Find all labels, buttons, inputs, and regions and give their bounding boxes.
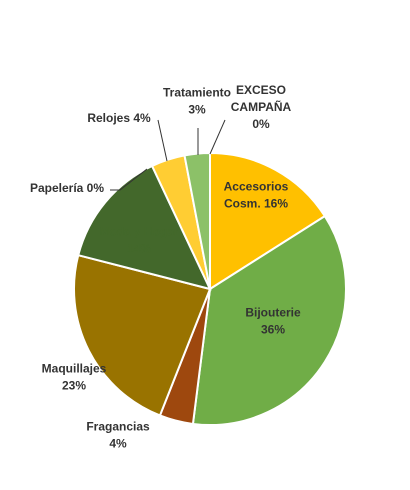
slice-label-tratamiento: Tratamiento 3% (163, 86, 231, 117)
leader-lines (110, 119, 226, 191)
leader-line-relojes (157, 119, 168, 162)
slice-label-accesorios-cosm: Accesorios Cosm. 16% (224, 180, 289, 211)
slice-label-fragancias: Fragancias 4% (86, 420, 150, 451)
slice-label-exceso-campana: EXCESO CAMPAÑA 0% (231, 83, 292, 131)
slice-label-bijouterie: Bijouterie 36% (245, 306, 301, 337)
slice-label-moda-y-hogar: Moda y Hogar 14% (99, 225, 179, 256)
pie-slice-maquillajes (73, 253, 212, 417)
pie-slice-bijouterie (191, 214, 348, 426)
slice-label-relojes: Relojes 4% (87, 111, 151, 125)
leader-line-papeleria (110, 168, 148, 191)
slice-label-maquillajes: Maquillajes 23% (42, 362, 107, 393)
pie-slices (73, 151, 348, 426)
slice-label-papeleria: Papelería 0% (30, 181, 104, 195)
slice-labels: Accesorios Cosm. 16% Bijouterie 36% Fraganci… (30, 83, 301, 451)
pie-slice-accesorios-cosm (209, 151, 327, 291)
pie-slice-moda-y-hogar (77, 164, 212, 291)
leader-line-exceso-campana (209, 119, 226, 155)
